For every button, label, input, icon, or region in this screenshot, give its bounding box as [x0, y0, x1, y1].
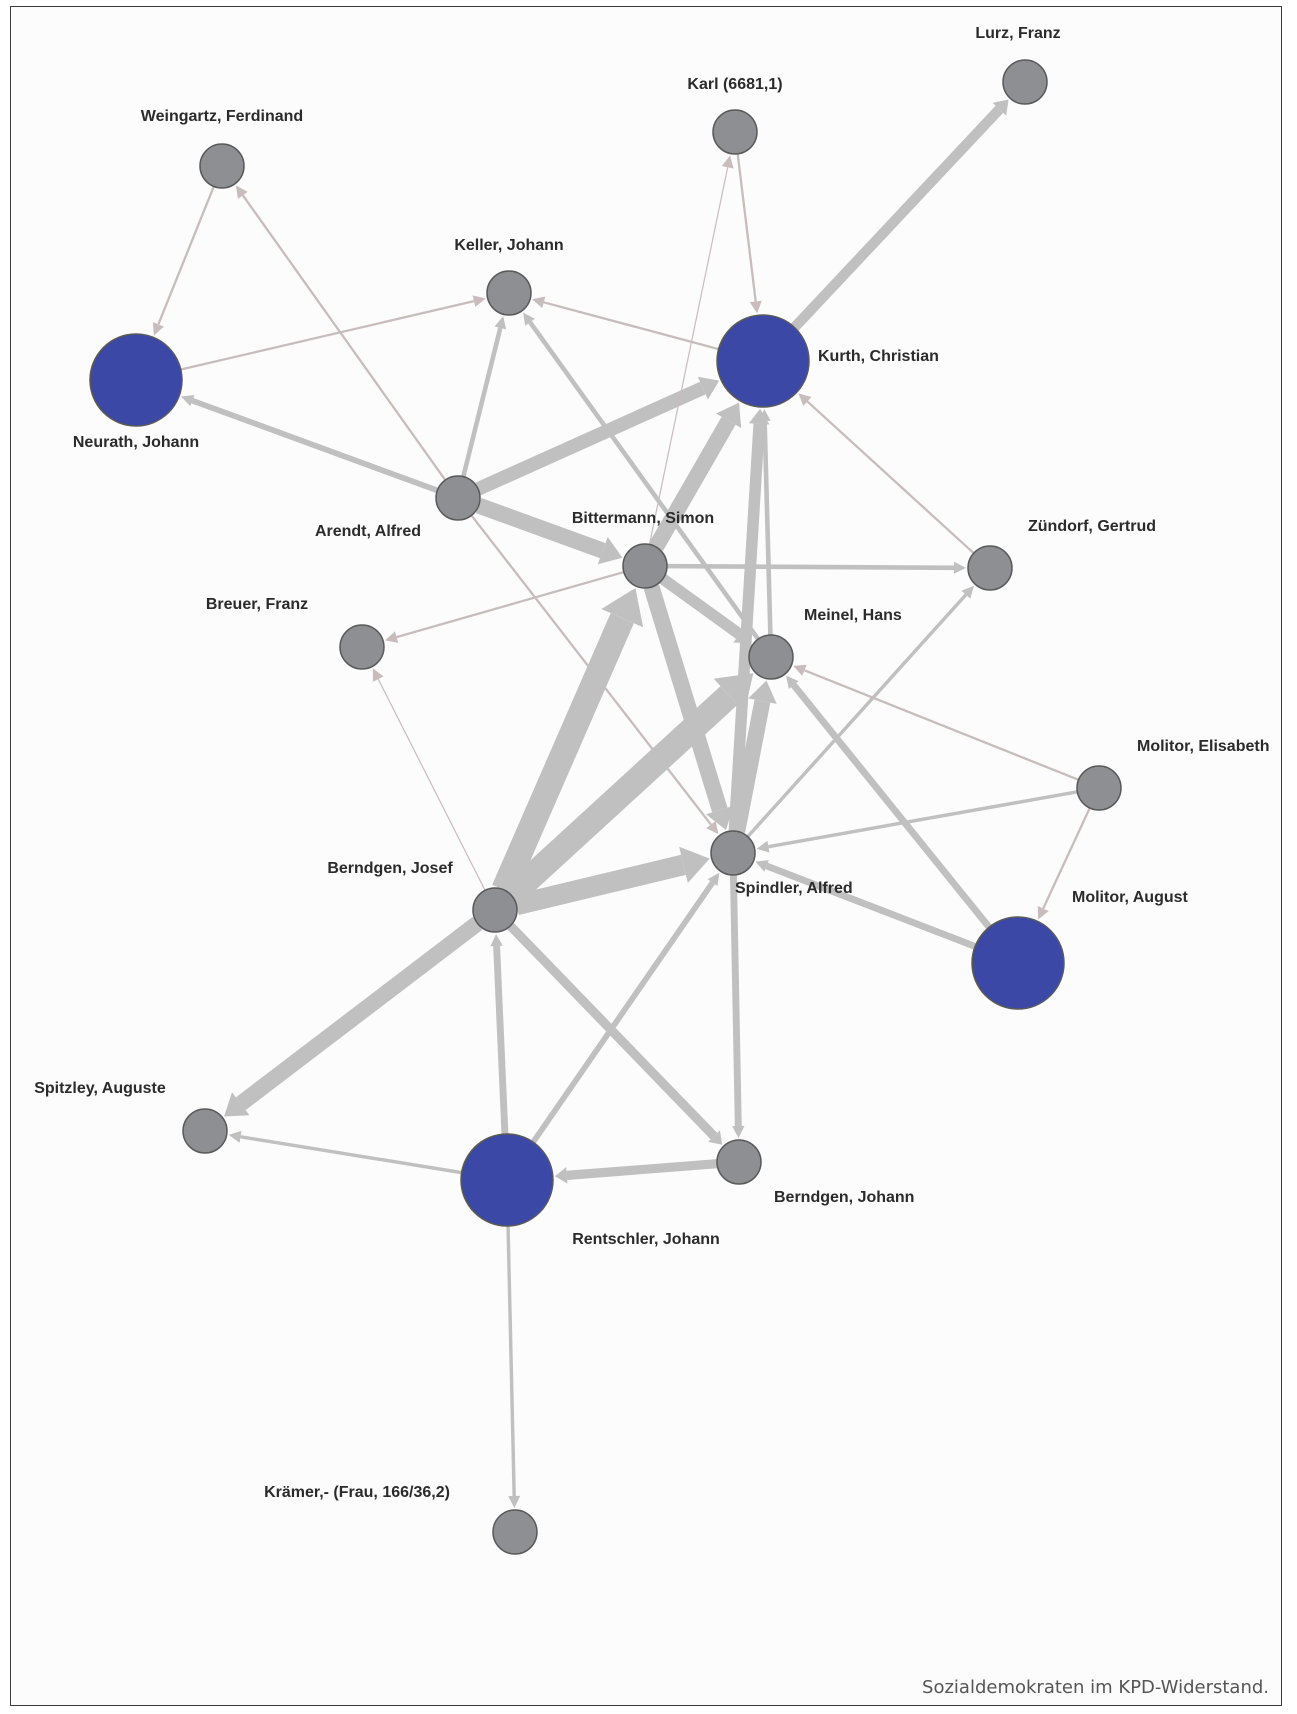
edge-arendt-neurath [181, 395, 439, 494]
node-spitzley [182, 1108, 228, 1154]
edge-karl-kurth [736, 153, 762, 314]
labels-layer: Lurz, Franz Karl (6681,1) Weingartz, Ferdi… [34, 25, 1269, 1501]
edge-berndgen_j-bittermann [492, 587, 644, 895]
edge-rentschler-spindler [530, 872, 720, 1144]
edge-arendt-bittermann [475, 497, 623, 565]
node-lurz [1002, 59, 1048, 105]
node-molitor_e [1076, 765, 1122, 811]
edge-kurth-keller [532, 296, 719, 351]
node-bittermann [622, 543, 668, 589]
node-label-zuendorf: Zündorf, Gertrud [1028, 518, 1156, 535]
node-label-keller: Keller, Johann [454, 237, 563, 254]
edge-arendt-weingartz [235, 185, 447, 481]
node-spindler [710, 830, 756, 876]
node-label-berndgen_j: Berndgen, Josef [327, 860, 453, 877]
node-label-berndgen_jo: Berndgen, Johann [774, 1189, 914, 1206]
node-breuer [339, 624, 385, 670]
edge-bittermann-kurth [648, 402, 742, 551]
edge-weingartz-neurath [152, 185, 215, 336]
edge-berndgen_j-berndgen_jo [506, 922, 723, 1145]
node-keller [486, 270, 532, 316]
node-rentschler [460, 1133, 554, 1227]
edge-zuendorf-kurth [798, 393, 975, 555]
edge-arendt-keller [461, 316, 507, 478]
edge-molitor_e-spindler [756, 790, 1078, 853]
node-label-rentschler: Rentschler, Johann [572, 1231, 720, 1248]
edge-berndgen_j-breuer [372, 668, 486, 891]
node-label-breuer: Breuer, Franz [206, 596, 308, 613]
edge-molitor_e-meinel [793, 664, 1079, 781]
node-meinel [748, 634, 794, 680]
node-label-meinel: Meinel, Hans [804, 607, 902, 624]
node-label-neurath: Neurath, Johann [73, 434, 199, 451]
edge-berndgen_jo-rentschler [554, 1159, 718, 1184]
node-berndgen_j [472, 887, 518, 933]
node-label-kurth: Kurth, Christian [818, 348, 939, 365]
nodes-layer [89, 59, 1122, 1555]
edge-spindler-kurth [728, 408, 770, 832]
edge-meinel-keller [523, 312, 761, 641]
node-label-weingartz: Weingartz, Ferdinand [141, 108, 303, 125]
node-label-spindler: Spindler, Alfred [735, 880, 853, 897]
edge-rentschler-kraemer [506, 1225, 521, 1509]
node-label-lurz: Lurz, Franz [975, 25, 1060, 42]
node-zuendorf [967, 545, 1013, 591]
node-label-karl: Karl (6681,1) [687, 76, 782, 93]
edge-neurath-keller [180, 295, 486, 371]
node-label-molitor_e: Molitor, Elisabeth [1137, 738, 1269, 755]
node-kraemer [492, 1509, 538, 1555]
node-label-bittermann: Bittermann, Simon [572, 510, 714, 527]
edge-spindler-zuendorf [746, 585, 974, 838]
node-label-spitzley: Spitzley, Auguste [34, 1080, 166, 1097]
node-label-arendt: Arendt, Alfred [315, 523, 421, 540]
edge-molitor_a-meinel [786, 675, 992, 930]
edge-molitor_e-molitor_a [1037, 807, 1091, 920]
node-arendt [435, 475, 481, 521]
edge-rentschler-spitzley [228, 1130, 462, 1175]
edge-berndgen_j-spitzley [224, 916, 483, 1117]
edge-berndgen_j-spindler [513, 846, 710, 915]
node-karl [712, 109, 758, 155]
edge-arendt-kurth [475, 376, 720, 496]
edge-bittermann-zuendorf [666, 561, 967, 574]
node-molitor_a [971, 916, 1065, 1010]
edge-kurth-lurz [790, 99, 1009, 332]
figure-caption: Sozialdemokraten im KPD-Widerstand. [922, 1677, 1269, 1698]
node-weingartz [199, 143, 245, 189]
edge-spindler-berndgen_jo [729, 874, 745, 1139]
node-label-molitor_a: Molitor, August [1072, 889, 1189, 906]
node-label-kraemer: Krämer,- (Frau, 166/36,2) [264, 1484, 450, 1501]
edges-layer [152, 99, 1091, 1509]
node-neurath [89, 333, 183, 427]
edge-bittermann-karl [648, 155, 734, 545]
edge-rentschler-berndgen_j [490, 933, 509, 1135]
figure-frame [10, 6, 1282, 1706]
node-berndgen_jo [716, 1139, 762, 1185]
edge-bittermann-breuer [385, 570, 625, 643]
node-kurth [716, 314, 810, 408]
edge-bittermann-spindler [643, 584, 734, 831]
edge-molitor_a-spindler [755, 860, 977, 950]
